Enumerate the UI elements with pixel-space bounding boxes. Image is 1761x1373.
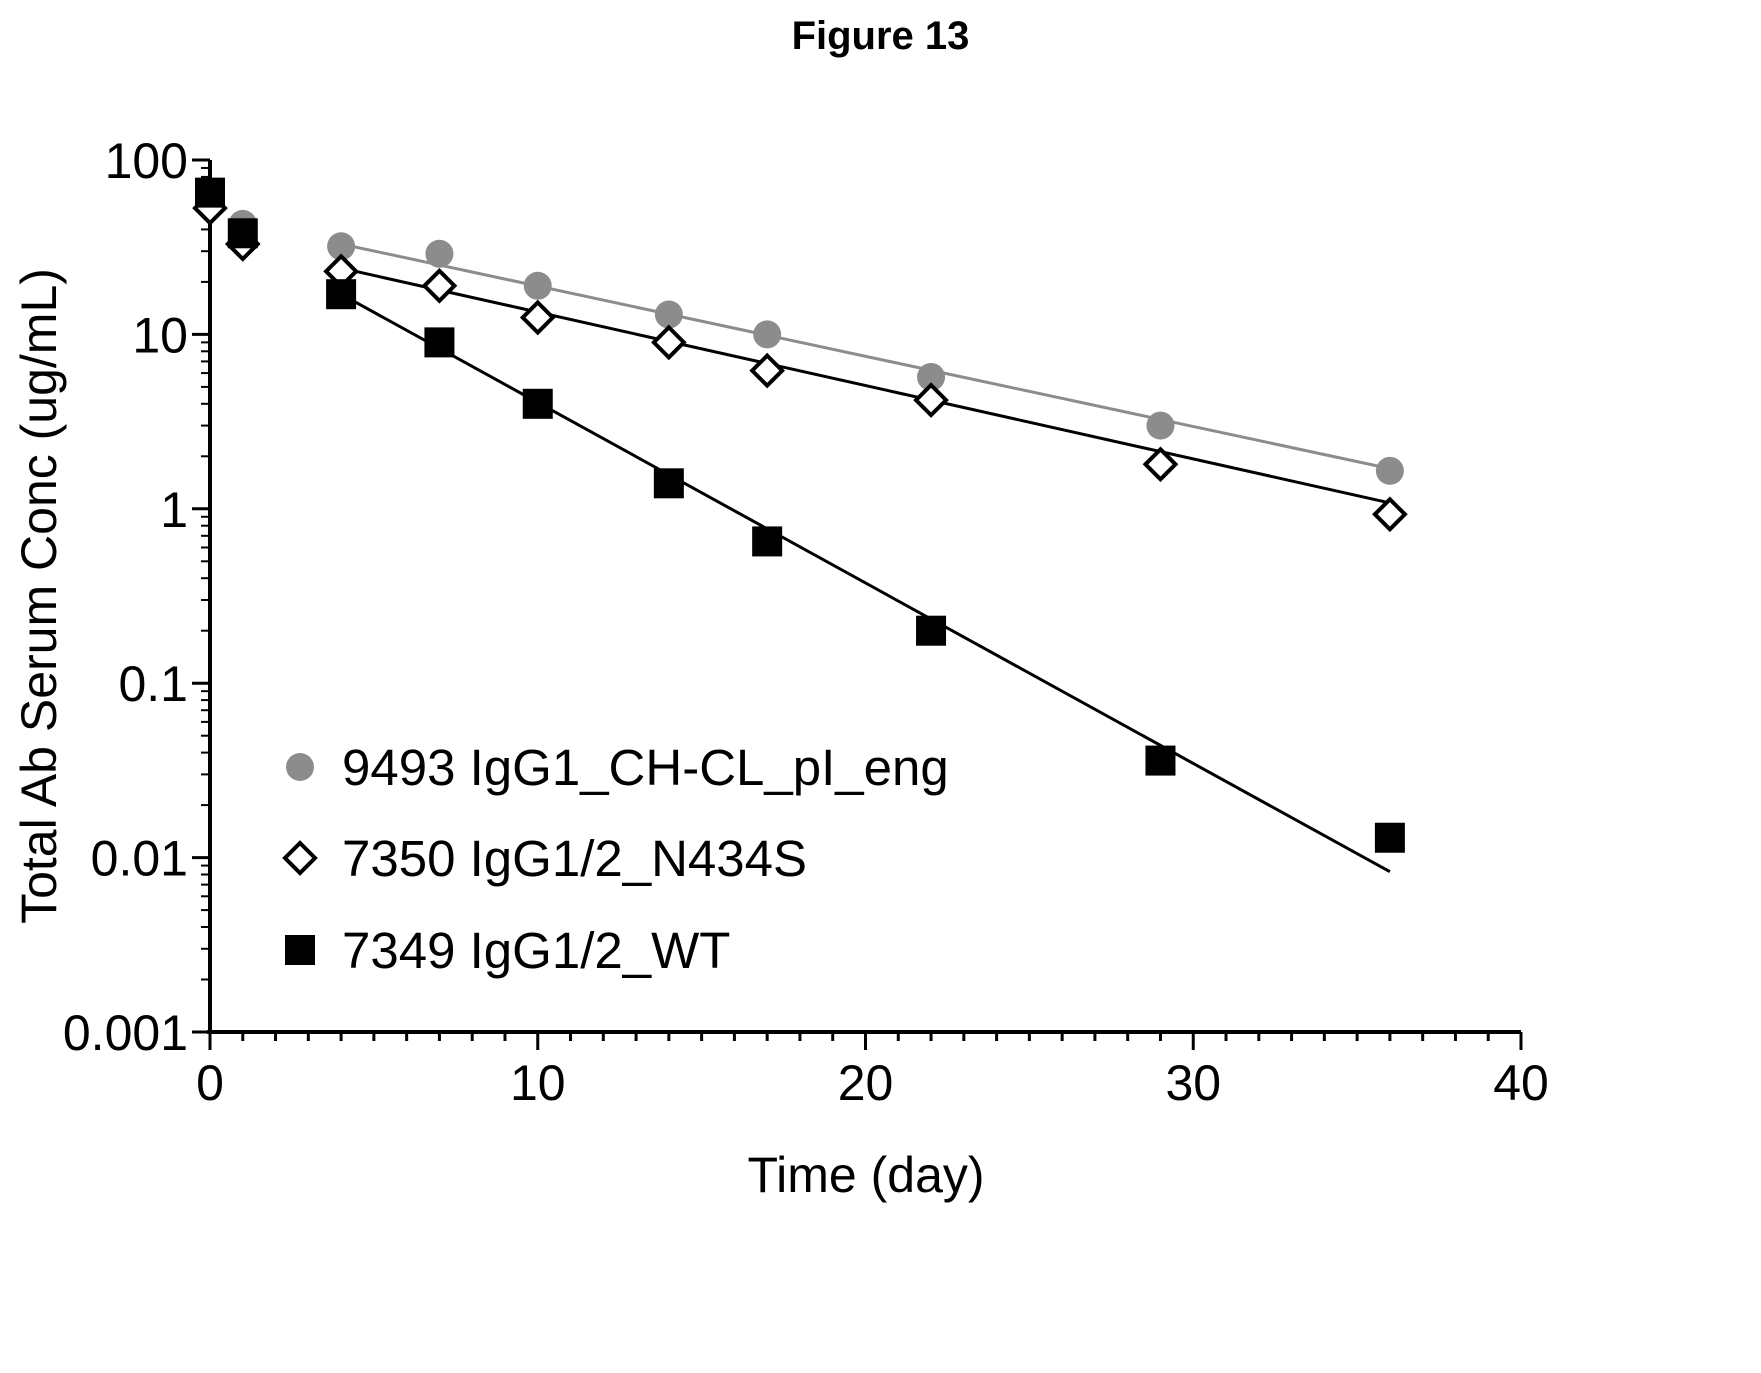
data-point	[1142, 446, 1179, 483]
legend: 9493 IgG1_CH-CL_pI_eng 7350 IgG1/2_N434S 7…	[282, 739, 949, 979]
data-point	[651, 324, 687, 361]
data-point	[752, 526, 783, 557]
data-point	[424, 327, 455, 358]
x-ticks: 0 10 20 30 40	[196, 1032, 1549, 1111]
data-point	[523, 271, 552, 300]
y-ticks: 0.001 0.01 0.1 1 10 100	[63, 133, 210, 1061]
data-point	[1145, 745, 1176, 776]
fit-line	[340, 266, 1391, 505]
fit-lines	[340, 242, 1391, 874]
x-tick-label: 30	[1165, 1055, 1221, 1111]
y-tick-label: 0.1	[118, 656, 188, 712]
data-point	[326, 279, 357, 310]
data-point	[227, 218, 258, 249]
data-point	[425, 239, 454, 268]
x-axis-title: Time (day)	[747, 1147, 984, 1203]
data-point	[653, 468, 684, 499]
legend-marker	[285, 935, 315, 965]
data-point	[1146, 411, 1175, 440]
x-tick-label: 40	[1493, 1055, 1549, 1111]
data-point	[327, 232, 356, 261]
data-point	[654, 300, 683, 329]
data-point	[519, 299, 556, 336]
y-tick-label: 0.001	[63, 1005, 188, 1061]
data-point	[1372, 496, 1408, 533]
fit-line	[340, 292, 1391, 874]
data-point	[916, 615, 947, 646]
legend-label: 9493 IgG1_CH-CL_pI_eng	[342, 739, 949, 796]
data-point	[753, 320, 782, 349]
data-point	[1374, 822, 1405, 853]
data-point	[421, 267, 458, 304]
y-tick-label: 0.01	[91, 831, 188, 887]
data-point	[749, 352, 786, 389]
x-tick-label: 10	[510, 1055, 566, 1111]
legend-label: 7349 IgG1/2_WT	[342, 922, 730, 979]
fit-line	[340, 242, 1391, 471]
y-tick-label: 1	[160, 482, 188, 538]
data-point	[195, 177, 225, 208]
y-tick-label: 10	[132, 307, 188, 363]
legend-marker	[282, 840, 318, 876]
data-point	[913, 382, 949, 418]
data-point	[917, 362, 946, 391]
legend-label: 7350 IgG1/2_N434S	[342, 830, 807, 887]
figure-title: Figure 13	[791, 14, 970, 58]
axes: 0 10 20 30 40 0.001 0.01 0.1 1 10 100	[63, 133, 1549, 1111]
x-tick-label: 20	[838, 1055, 894, 1111]
data-markers	[192, 177, 1408, 853]
legend-marker	[286, 753, 314, 781]
y-axis-title: Total Ab Serum Conc (ug/mL)	[11, 268, 67, 924]
x-tick-label: 0	[196, 1055, 224, 1111]
data-point	[522, 388, 553, 419]
y-tick-label: 100	[105, 133, 188, 189]
data-point	[1375, 456, 1404, 485]
